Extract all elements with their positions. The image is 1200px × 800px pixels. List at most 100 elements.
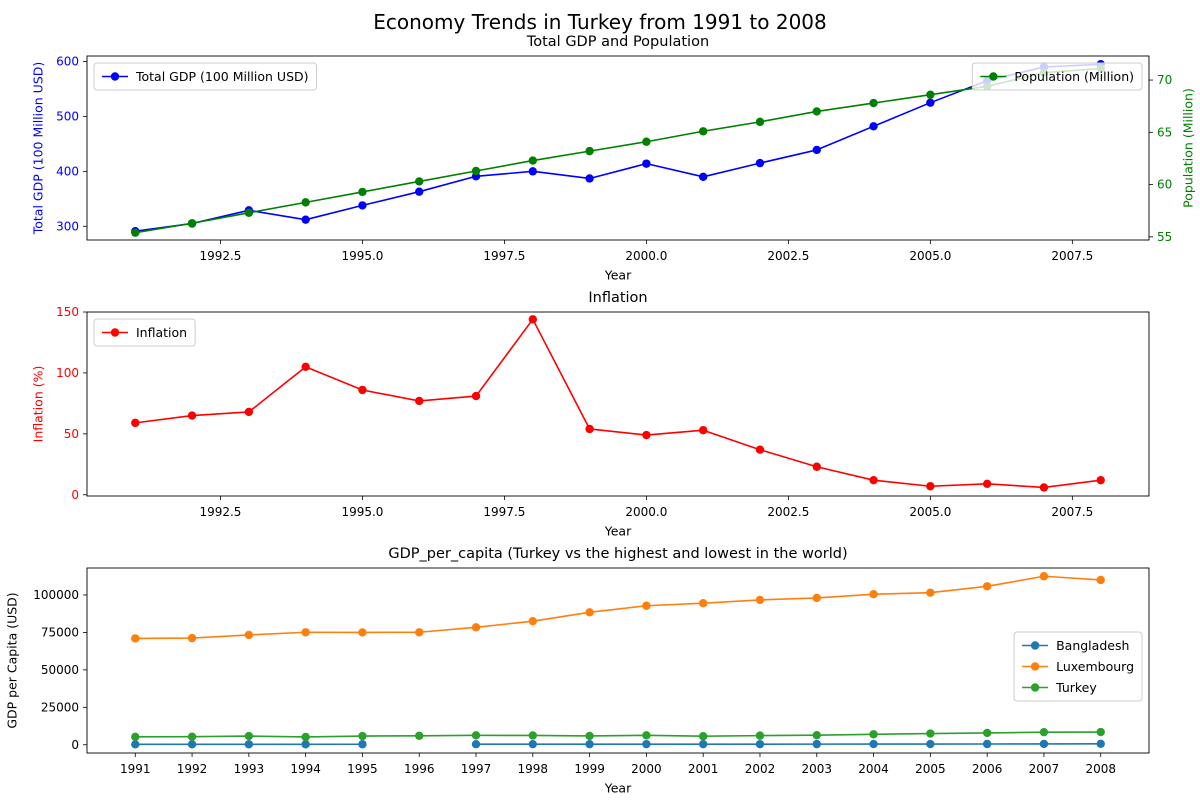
x-tick-label: 1995 xyxy=(347,762,378,776)
x-tick-label: 2007.5 xyxy=(1051,249,1093,263)
data-point xyxy=(358,740,367,749)
data-point xyxy=(869,122,878,131)
data-point xyxy=(301,732,310,742)
y-tick-label: 300 xyxy=(56,219,79,233)
data-point xyxy=(358,731,367,741)
data-point xyxy=(698,127,708,136)
data-point xyxy=(812,730,821,740)
x-tick-label: 2005.0 xyxy=(909,505,951,519)
data-point xyxy=(301,628,310,637)
legend-swatch-marker xyxy=(110,72,120,81)
x-tick-label: 1992.5 xyxy=(199,505,241,519)
axes-frame xyxy=(86,55,1150,241)
data-point xyxy=(131,740,140,749)
data-point xyxy=(642,430,651,440)
plot-area xyxy=(87,568,1149,753)
y2-axis-label: Population (Million) xyxy=(1181,88,1196,208)
y-tick-label: 100000 xyxy=(33,588,79,602)
y-tick-label: 400 xyxy=(56,164,79,178)
data-point xyxy=(755,117,765,127)
data-point xyxy=(415,628,424,637)
x-tick-label: 1998 xyxy=(518,762,549,776)
data-point xyxy=(869,730,878,739)
data-point xyxy=(471,623,481,632)
data-point xyxy=(869,475,878,485)
data-point xyxy=(1039,483,1049,492)
x-tick-label: 1997.5 xyxy=(483,505,525,519)
series-population-million xyxy=(131,64,1105,237)
data-point xyxy=(1096,739,1105,749)
series-group xyxy=(131,572,1105,749)
y-axis-label: GDP per Capita (USD) xyxy=(5,592,20,728)
data-point xyxy=(301,362,310,372)
data-point xyxy=(471,391,481,401)
y-axis-label: Total GDP (100 Million USD) xyxy=(31,62,46,236)
y-tick-label: 150 xyxy=(56,305,79,319)
plot-area xyxy=(87,312,1149,496)
data-point xyxy=(982,728,992,738)
axes-frame xyxy=(86,311,1150,497)
data-point xyxy=(528,315,538,324)
x-tick-label: 1997.5 xyxy=(483,249,525,263)
data-point xyxy=(642,601,651,610)
x-tick-label: 2008 xyxy=(1085,762,1116,776)
data-point xyxy=(1096,575,1105,585)
data-point xyxy=(187,411,197,420)
y2-tick-label: 65 xyxy=(1157,125,1172,139)
data-point xyxy=(1096,727,1105,737)
y-tick-label: 600 xyxy=(56,54,79,68)
x-axis-label: Year xyxy=(604,268,632,283)
data-point xyxy=(1039,727,1049,737)
x-tick-label: 2005 xyxy=(915,762,946,776)
data-point xyxy=(698,739,708,749)
data-point xyxy=(585,608,594,617)
data-point xyxy=(528,156,538,165)
series-turkey xyxy=(131,727,1105,742)
figure-title: Economy Trends in Turkey from 1991 to 20… xyxy=(373,10,827,34)
data-point xyxy=(131,418,140,428)
x-tick-label: 2004 xyxy=(858,762,889,776)
y-axis-label: Inflation (%) xyxy=(31,366,46,443)
chart-title: Inflation xyxy=(588,290,647,306)
legend-label: Population (Million) xyxy=(1014,69,1134,84)
legend: Population (Million) xyxy=(971,62,1143,91)
data-point xyxy=(869,98,878,108)
data-point xyxy=(415,187,424,196)
chart-title: Total GDP and Population xyxy=(526,34,709,50)
legend-swatch-marker xyxy=(989,72,998,81)
data-point xyxy=(698,425,708,435)
data-point xyxy=(244,407,254,417)
data-point xyxy=(187,732,197,741)
y-tick-label: 500 xyxy=(56,109,79,123)
data-point xyxy=(926,90,935,99)
data-point xyxy=(982,739,992,749)
legend-swatch-marker xyxy=(1030,683,1040,692)
x-axis-label: Year xyxy=(604,781,632,796)
data-point xyxy=(755,739,765,749)
x-tick-label: 2000.0 xyxy=(625,505,667,519)
series-line xyxy=(135,63,1101,233)
data-point xyxy=(755,158,765,168)
axes-frame xyxy=(86,567,1150,754)
panel-gdp-per-capita: GDP_per_capita (Turkey vs the highest an… xyxy=(5,546,1150,796)
x-tick-label: 2000.0 xyxy=(625,249,667,263)
y-tick-label: 25000 xyxy=(41,700,79,714)
x-tick-label: 2000 xyxy=(631,762,662,776)
data-point xyxy=(358,385,367,395)
legend-label: Total GDP (100 Million USD) xyxy=(135,69,309,84)
data-point xyxy=(471,731,481,740)
y2-tick-label: 55 xyxy=(1157,230,1172,244)
data-point xyxy=(528,739,538,749)
data-point xyxy=(642,739,651,749)
data-point xyxy=(755,595,765,605)
data-point xyxy=(755,445,765,454)
data-point xyxy=(244,731,254,741)
data-point xyxy=(642,137,651,146)
data-point xyxy=(812,739,821,749)
data-point xyxy=(585,731,594,741)
data-point xyxy=(812,145,821,155)
panel-total-gdp-population: Total GDP and Population 1992.5 1995.0 1997… xyxy=(31,34,1196,283)
legend-label: Turkey xyxy=(1055,680,1097,695)
data-point xyxy=(358,628,367,637)
